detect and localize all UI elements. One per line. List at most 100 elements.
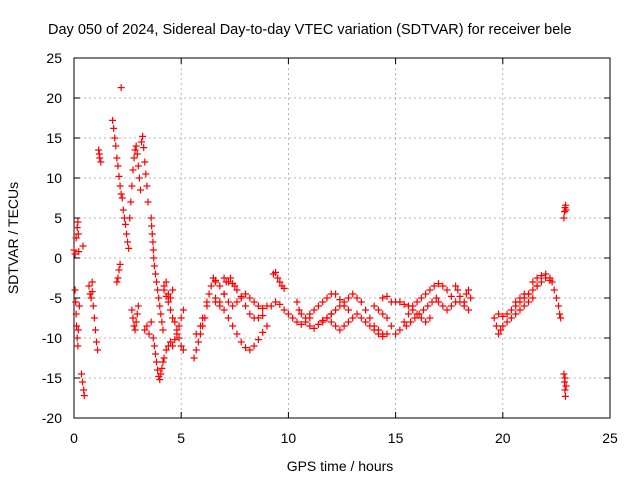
data-point xyxy=(159,358,167,366)
data-point xyxy=(79,378,87,386)
data-point xyxy=(533,282,541,290)
data-point xyxy=(306,322,314,330)
data-point xyxy=(95,146,103,154)
data-point xyxy=(87,294,95,302)
data-point xyxy=(175,322,183,330)
data-point xyxy=(560,370,568,378)
data-point xyxy=(150,342,158,350)
data-point xyxy=(336,302,344,310)
data-point xyxy=(344,306,352,314)
data-point xyxy=(272,298,280,306)
data-point xyxy=(383,314,391,322)
data-point xyxy=(141,326,149,334)
data-point xyxy=(220,306,228,314)
data-point xyxy=(158,364,166,372)
data-point xyxy=(113,278,121,286)
data-point xyxy=(503,310,511,318)
data-point xyxy=(88,278,96,286)
data-point xyxy=(151,270,159,278)
data-point xyxy=(212,276,220,284)
data-point xyxy=(259,328,267,336)
data-point xyxy=(85,282,93,290)
data-point xyxy=(542,274,550,282)
data-point xyxy=(456,292,464,300)
data-point xyxy=(302,314,310,322)
data-point xyxy=(422,290,430,298)
data-point xyxy=(79,242,87,250)
data-point xyxy=(310,306,318,314)
data-point xyxy=(130,322,138,330)
data-point xyxy=(379,330,387,338)
data-point xyxy=(349,290,357,298)
data-point xyxy=(284,310,292,318)
x-axis-label: GPS time / hours xyxy=(287,458,394,474)
data-point xyxy=(490,314,498,322)
data-point xyxy=(73,322,81,330)
data-point xyxy=(497,326,505,334)
data-point xyxy=(74,326,82,334)
data-point xyxy=(220,290,228,298)
data-point xyxy=(327,318,335,326)
y-tick-label: 20 xyxy=(46,90,62,106)
data-point xyxy=(306,310,314,318)
data-point xyxy=(417,314,425,322)
data-point xyxy=(462,290,470,298)
data-point xyxy=(340,298,348,306)
data-point xyxy=(147,318,155,326)
data-point xyxy=(127,198,135,206)
data-point xyxy=(143,182,151,190)
data-point xyxy=(280,306,288,314)
data-point xyxy=(149,246,157,254)
data-point xyxy=(150,262,158,270)
data-point xyxy=(404,302,412,310)
data-point xyxy=(233,298,241,306)
data-point xyxy=(158,318,166,326)
data-point xyxy=(166,338,174,346)
data-point xyxy=(516,306,524,314)
data-point xyxy=(340,322,348,330)
data-point xyxy=(407,318,415,326)
data-point xyxy=(70,246,78,254)
data-point xyxy=(203,298,211,306)
data-point xyxy=(139,132,147,140)
data-point xyxy=(447,302,455,310)
data-point xyxy=(443,306,451,314)
data-point xyxy=(162,346,170,354)
data-point xyxy=(495,310,503,318)
data-point xyxy=(216,282,224,290)
data-point xyxy=(140,144,148,152)
data-point xyxy=(115,266,123,274)
data-point xyxy=(175,334,183,342)
data-point xyxy=(293,318,301,326)
data-point xyxy=(128,182,136,190)
data-point xyxy=(166,294,174,302)
data-point xyxy=(93,338,101,346)
data-point xyxy=(72,298,80,306)
data-point xyxy=(130,154,138,162)
data-point xyxy=(131,146,139,154)
data-point xyxy=(123,230,131,238)
data-point xyxy=(417,294,425,302)
data-point xyxy=(231,282,239,290)
data-point xyxy=(396,326,404,334)
y-tick-label: 0 xyxy=(54,250,62,266)
data-point xyxy=(332,306,340,314)
data-point xyxy=(370,302,378,310)
data-point xyxy=(133,310,141,318)
data-point xyxy=(259,304,267,312)
plot-frame xyxy=(73,57,611,419)
data-point xyxy=(537,278,545,286)
data-point xyxy=(114,274,122,282)
data-point xyxy=(157,310,165,318)
data-point xyxy=(276,300,284,308)
data-point xyxy=(512,298,520,306)
data-point xyxy=(117,190,125,198)
y-tick-label: 5 xyxy=(54,210,62,226)
data-point xyxy=(227,274,235,282)
data-point xyxy=(562,206,570,214)
data-point xyxy=(147,214,155,222)
data-point xyxy=(537,272,545,280)
data-point xyxy=(169,286,177,294)
data-point xyxy=(212,294,220,302)
data-point xyxy=(362,318,370,326)
